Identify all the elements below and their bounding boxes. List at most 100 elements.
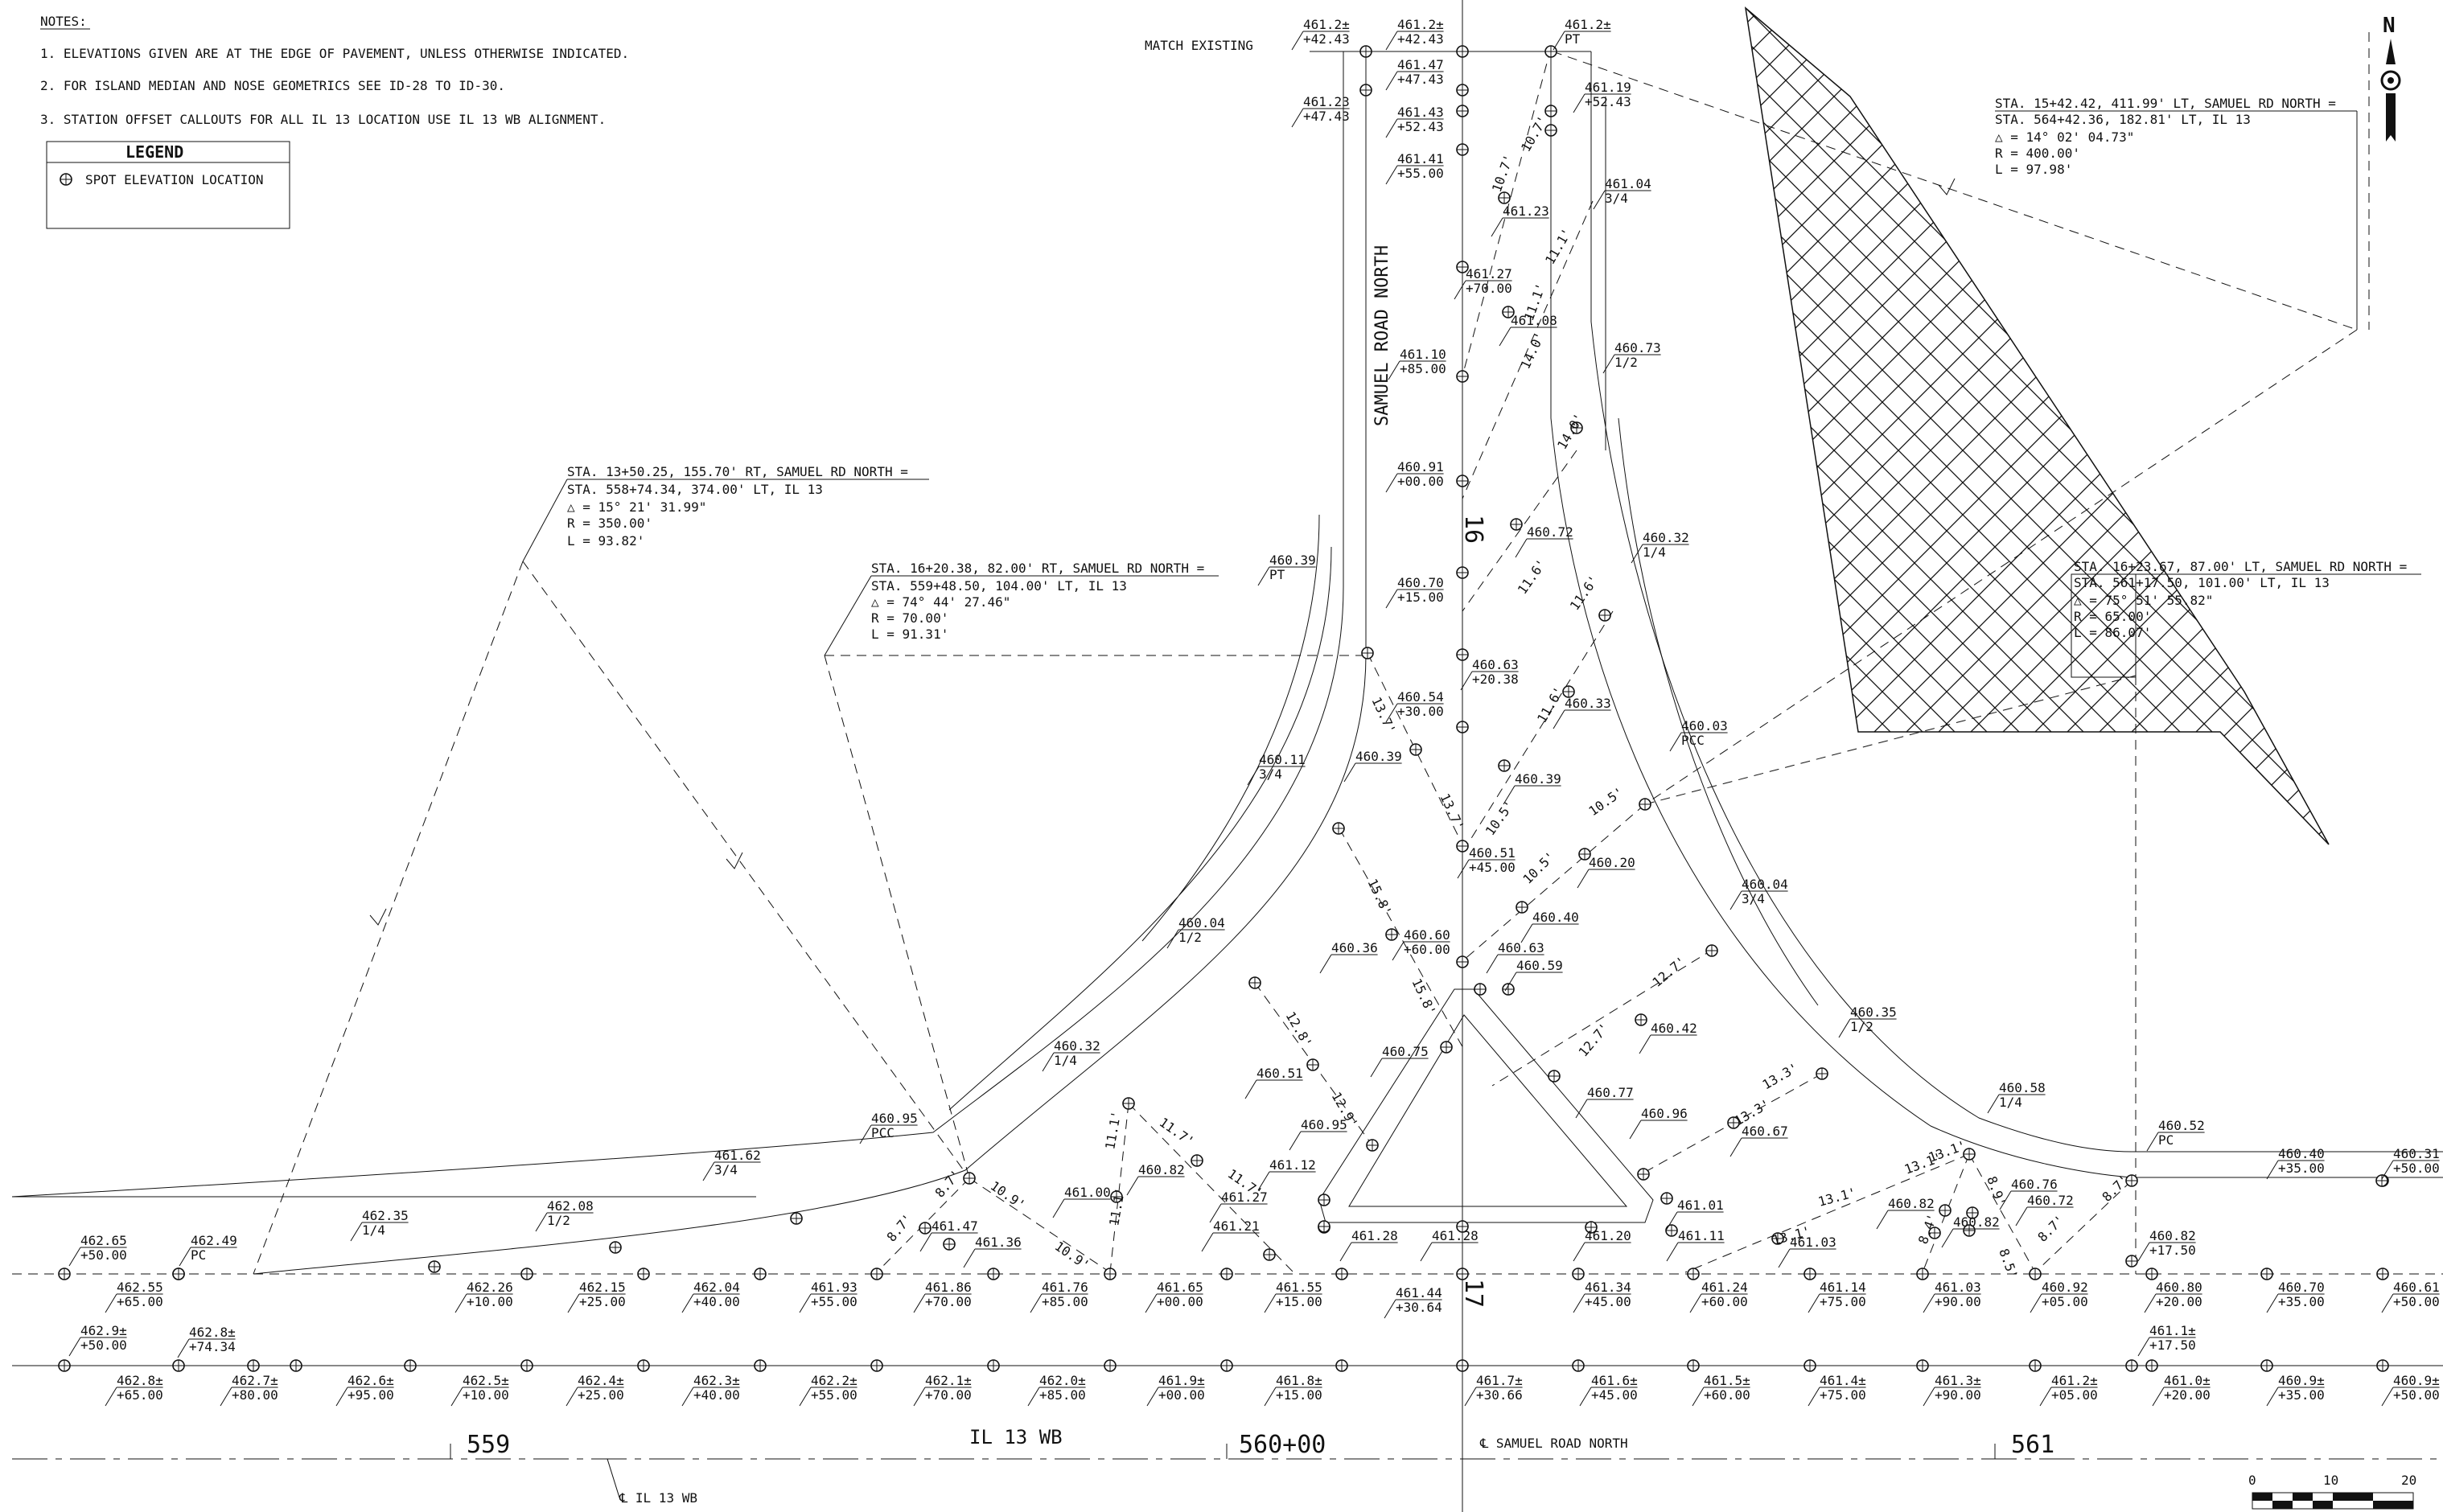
spot-elevation-marker-icon bbox=[1220, 1359, 1233, 1372]
notes-heading: NOTES: bbox=[40, 14, 87, 29]
spot-elevation-value: 460.39 bbox=[1269, 553, 1316, 568]
spot-elevation-value: 462.0± bbox=[1039, 1373, 1086, 1388]
spot-label: 461.5±+60.00 bbox=[1692, 1373, 1750, 1407]
spot-elevation-marker-icon bbox=[1104, 1359, 1117, 1372]
spot-elevation-marker-icon bbox=[1585, 1221, 1598, 1234]
road-labels: SAMUEL ROAD NORTH IL 13 WB ℄ IL 13 WB ℄ … bbox=[607, 38, 1628, 1506]
dimension-value: 11.6' bbox=[1515, 557, 1549, 597]
spot-elevation-marker-icon bbox=[1440, 1041, 1453, 1054]
spot-elevation-marker-icon bbox=[1598, 609, 1611, 622]
spot-station-value: +35.00 bbox=[2278, 1161, 2325, 1176]
spot-station-value: 3/4 bbox=[1259, 766, 1282, 782]
spot-label: 460.36 bbox=[1319, 940, 1378, 974]
spot-elevation-marker-icon bbox=[2029, 1359, 2042, 1372]
spot-elevation-value: 461.27 bbox=[1221, 1189, 1268, 1205]
spot-elevation-value: 462.3± bbox=[693, 1373, 740, 1388]
dimension-value: 13.1' bbox=[1927, 1137, 1968, 1165]
spot-elevation-marker-icon bbox=[1456, 261, 1469, 273]
spot-label: 460.321/4 bbox=[1042, 1038, 1100, 1072]
spot-label: 461.76+85.00 bbox=[1030, 1280, 1088, 1313]
spot-elevation-marker-icon bbox=[1104, 1268, 1117, 1280]
spot-label: 462.26+10.00 bbox=[454, 1280, 513, 1313]
spot-label: 462.3±+40.00 bbox=[681, 1373, 740, 1407]
spot-station-value: +50.00 bbox=[80, 1337, 127, 1353]
spot-station-value: +50.00 bbox=[2393, 1387, 2440, 1403]
spot-station-value: +42.43 bbox=[1397, 31, 1444, 47]
spot-elevation-value: 460.51 bbox=[1256, 1066, 1303, 1081]
dimension-value: 10.9' bbox=[988, 1178, 1028, 1213]
spot-station-value: +20.38 bbox=[1472, 672, 1519, 687]
spot-label: 461.01 bbox=[1665, 1198, 1724, 1231]
spot-label: 460.91+00.00 bbox=[1385, 459, 1444, 493]
dimension-value: 12.7' bbox=[1649, 954, 1688, 991]
spot-station-value: +30.64 bbox=[1396, 1300, 1442, 1315]
spot-elevation-value: 461.34 bbox=[1585, 1280, 1631, 1295]
spot-elevation-marker-icon bbox=[1562, 685, 1575, 698]
spot-elevation-marker-icon bbox=[1263, 1248, 1276, 1261]
spot-elevation-value: 460.82 bbox=[2149, 1228, 2196, 1243]
spot-elevation-value: 462.6± bbox=[348, 1373, 394, 1388]
spot-elevation-value: 460.82 bbox=[1138, 1162, 1185, 1177]
spot-label: 461.27 bbox=[1209, 1189, 1268, 1223]
spot-elevation-value: 461.10 bbox=[1400, 347, 1446, 362]
spot-station-value: +05.00 bbox=[2042, 1294, 2088, 1309]
spot-station-value: +65.00 bbox=[117, 1387, 163, 1403]
spot-station-value: +20.00 bbox=[2156, 1294, 2202, 1309]
spot-label: 461.2±+05.00 bbox=[2039, 1373, 2098, 1407]
spot-station-value: +40.00 bbox=[693, 1387, 740, 1403]
il13-centerline-label: ℄ IL 13 WB bbox=[619, 1490, 697, 1506]
spot-label: 460.351/2 bbox=[1838, 1005, 1897, 1038]
spot-label: 461.28 bbox=[1339, 1228, 1398, 1262]
spot-station-value: PCC bbox=[871, 1125, 895, 1140]
dimension-value: 11.6' bbox=[1534, 684, 1567, 725]
spot-station-value: +15.00 bbox=[1276, 1294, 1322, 1309]
spot-label: 460.42 bbox=[1639, 1021, 1697, 1054]
spot-label: 462.5±+10.00 bbox=[450, 1373, 509, 1407]
spot-elevation-marker-icon bbox=[1928, 1226, 1941, 1239]
dimension-value: 10.7' bbox=[1489, 153, 1516, 195]
spot-elevation-value: 461.00 bbox=[1064, 1185, 1111, 1200]
spot-label: 460.82 bbox=[1941, 1214, 2000, 1248]
spot-station-value: PCC bbox=[1681, 733, 1705, 748]
spot-label: 460.39 bbox=[1343, 749, 1402, 783]
spot-elevation-marker-icon bbox=[1637, 1168, 1650, 1181]
spot-station-value: +25.00 bbox=[579, 1294, 626, 1309]
spot-elevation-marker-icon bbox=[1361, 647, 1374, 659]
spot-station-value: +55.00 bbox=[1397, 166, 1444, 181]
dimension-value: 10.5' bbox=[1483, 798, 1517, 838]
spot-elevation-value: 461.2± bbox=[1303, 17, 1350, 32]
spot-elevation-marker-icon bbox=[2260, 1268, 2273, 1280]
spot-elevation-value: 460.95 bbox=[1301, 1117, 1347, 1132]
spot-station-value: +45.00 bbox=[1585, 1294, 1631, 1309]
spot-station-value: +40.00 bbox=[693, 1294, 740, 1309]
spot-station-value: +45.00 bbox=[1469, 860, 1516, 875]
spot-elevation-value: 461.9± bbox=[1158, 1373, 1205, 1388]
spot-elevation-marker-icon bbox=[520, 1268, 533, 1280]
spot-station-value: 1/4 bbox=[1643, 544, 1666, 560]
spot-elevation-value: 461.6± bbox=[1591, 1373, 1638, 1388]
spot-elevation-marker-icon bbox=[2376, 1359, 2389, 1372]
spot-label: 460.31+50.00 bbox=[2381, 1146, 2440, 1180]
spot-elevation-marker-icon bbox=[1548, 1070, 1561, 1083]
spot-elevation-marker-icon bbox=[1474, 983, 1487, 996]
spot-elevation-value: 460.82 bbox=[1953, 1214, 2000, 1230]
spot-elevation-marker-icon bbox=[1705, 944, 1718, 957]
spot-elevation-marker-icon bbox=[1456, 1359, 1469, 1372]
spot-elevation-value: 462.55 bbox=[117, 1280, 163, 1295]
spot-label: 460.61+50.00 bbox=[2381, 1280, 2440, 1313]
spot-elevation-value: 460.20 bbox=[1589, 855, 1635, 870]
spot-elevation-marker-icon bbox=[609, 1241, 622, 1254]
spot-elevation-value: 461.2± bbox=[1397, 17, 1444, 32]
spot-elevation-marker-icon bbox=[520, 1359, 533, 1372]
spot-elevation-marker-icon bbox=[1544, 105, 1557, 117]
spot-station-value: PC bbox=[2158, 1132, 2174, 1148]
curve-2-line-1: STA. 16+20.38, 82.00' RT, SAMUEL RD NORT… bbox=[871, 561, 1204, 576]
spot-label: 461.47 bbox=[919, 1218, 978, 1252]
spot-elevation-marker-icon bbox=[1803, 1359, 1816, 1372]
spot-label: 460.54+30.00 bbox=[1385, 689, 1444, 723]
spot-elevation-marker-icon bbox=[1939, 1204, 1952, 1217]
scale-tick-20: 20 bbox=[2401, 1473, 2416, 1488]
spot-elevation-marker-icon bbox=[2125, 1174, 2138, 1187]
